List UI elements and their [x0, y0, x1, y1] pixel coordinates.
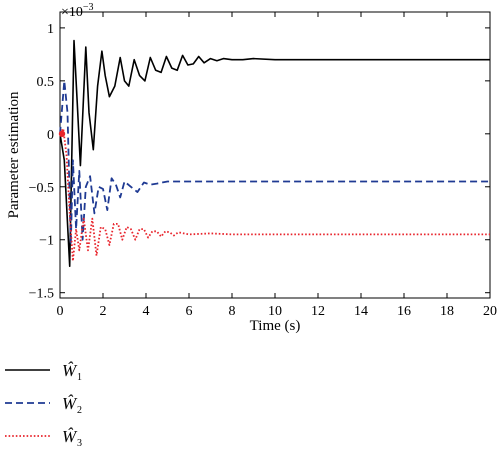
series-line-2: [59, 80, 490, 246]
x-tick-label: 0: [57, 304, 64, 319]
series-line-1: [59, 39, 490, 267]
x-tick-label: 2: [100, 304, 107, 319]
start-marker: [58, 130, 66, 138]
plot-frame: [59, 11, 491, 299]
y-multiplier-label: ×10−3: [61, 2, 94, 20]
x-tick-label: 16: [397, 304, 411, 319]
legend-label-2: Ŵ: [62, 394, 78, 413]
y-tick-label: −1: [39, 234, 54, 249]
legend-subscript-1: 1: [77, 372, 82, 383]
legend-subscript-2: 2: [77, 405, 82, 416]
legend-subscript-3: 3: [77, 438, 82, 449]
x-tick-label: 10: [268, 304, 282, 319]
legend-label-1: Ŵ: [62, 361, 78, 380]
y-axis-title: Parameter estimation: [6, 91, 22, 219]
y-tick-label: 0.5: [37, 75, 55, 90]
legend-label-3: Ŵ: [62, 427, 78, 446]
x-tick-label: 6: [186, 304, 193, 319]
x-tick-label: 20: [483, 304, 497, 319]
y-tick-label: 0: [47, 128, 54, 143]
y-tick-label: −0.5: [29, 181, 54, 196]
x-tick-label: 8: [229, 304, 236, 319]
x-tick-label: 14: [354, 304, 368, 319]
series-line-3: [59, 127, 490, 262]
y-tick-label: −1.5: [29, 287, 54, 302]
x-axis-title: Time (s): [250, 318, 301, 334]
x-tick-label: 4: [143, 304, 150, 319]
x-tick-label: 12: [311, 304, 325, 319]
legend: Ŵ 1Ŵ 2Ŵ 3: [5, 361, 82, 449]
series-layer: [58, 39, 490, 267]
y-axis-ticks: −1.5 −1 −0.5 0 0.5 1: [29, 22, 490, 302]
y-tick-label: 1: [47, 22, 54, 37]
x-axis-ticks: 0 2 4 6 8 10 12 14 16 18 20: [57, 12, 497, 319]
x-tick-label: 18: [440, 304, 454, 319]
